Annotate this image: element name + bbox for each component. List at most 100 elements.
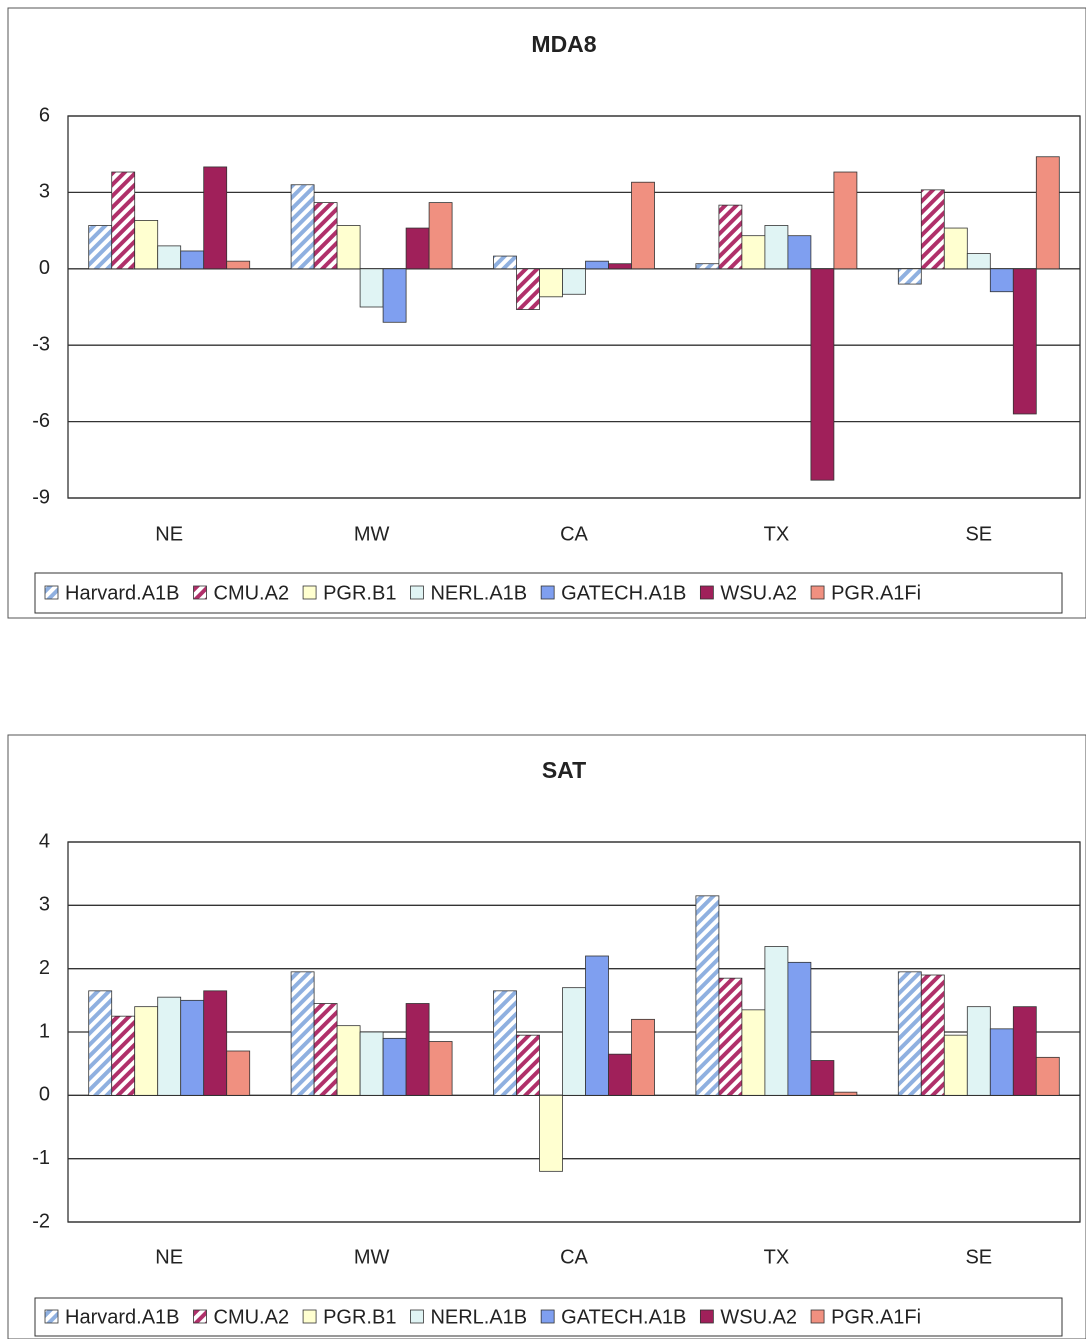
legend-swatch [540, 585, 555, 600]
bar [157, 245, 182, 270]
bar [787, 961, 812, 1096]
bar [405, 227, 430, 270]
legend-label: Harvard.A1B [65, 1306, 180, 1328]
x-tick-label: SE [965, 1246, 992, 1268]
legend-label: PGR.A1Fi [831, 582, 921, 604]
bar [405, 1003, 430, 1096]
bar [764, 225, 789, 270]
legend-label: Harvard.A1B [65, 582, 180, 604]
x-tick-label: NE [155, 523, 183, 545]
bar [88, 990, 113, 1096]
x-tick-label: NE [155, 1246, 183, 1268]
bar [718, 204, 743, 270]
legend-label: NERL.A1B [430, 1306, 527, 1328]
bar [1035, 156, 1060, 270]
legend-label: GATECH.A1B [561, 1306, 686, 1328]
legend-swatch [44, 1309, 59, 1324]
bar [741, 1009, 766, 1096]
bar [290, 971, 315, 1096]
plot-area [67, 841, 1081, 1223]
bar [764, 946, 789, 1096]
bar [516, 1034, 540, 1096]
bar [226, 260, 251, 270]
x-tick-label: MW [354, 1246, 390, 1268]
bar [585, 260, 609, 270]
bar [226, 1050, 251, 1096]
bar [989, 1028, 1014, 1096]
legend-label: CMU.A2 [214, 1306, 290, 1328]
legend-label: CMU.A2 [214, 582, 290, 604]
y-tick-label: 4 [39, 830, 50, 852]
bar [290, 184, 315, 270]
legend-label: WSU.A2 [720, 1306, 797, 1328]
bar [695, 895, 720, 1096]
legend-label: WSU.A2 [720, 582, 797, 604]
chart-title: SAT [542, 757, 586, 783]
legend-swatch [699, 585, 714, 600]
bar [313, 202, 338, 270]
bar [920, 974, 945, 1096]
bar [180, 999, 205, 1096]
bar [359, 1031, 384, 1096]
bar [1012, 1006, 1037, 1096]
y-tick-label: -3 [32, 333, 50, 355]
x-tick-label: CA [560, 1246, 588, 1268]
bar [897, 971, 922, 1096]
bar [203, 990, 228, 1096]
legend-swatch [810, 1309, 825, 1324]
bar [608, 1053, 632, 1096]
bar [134, 1006, 159, 1096]
bar [787, 235, 812, 270]
legend-swatch [193, 1309, 207, 1324]
bar [539, 1094, 563, 1172]
bar [134, 220, 159, 270]
bar [539, 268, 563, 298]
legend-swatch [810, 585, 825, 600]
bar [920, 189, 945, 270]
legend-label: PGR.B1 [323, 1306, 396, 1328]
bar [631, 181, 655, 270]
bar [382, 268, 407, 323]
legend-label: PGR.A1Fi [831, 1306, 921, 1328]
legend-swatch [699, 1309, 714, 1324]
bar [943, 227, 968, 270]
bar [111, 171, 136, 270]
bar [810, 1060, 835, 1096]
legend-swatch [302, 585, 317, 600]
plot-area [67, 115, 1081, 499]
bar [313, 1003, 338, 1096]
bar [516, 268, 540, 310]
x-tick-label: CA [560, 523, 588, 545]
bar [631, 1018, 655, 1096]
bar [336, 225, 361, 270]
bar [966, 253, 991, 270]
bar [943, 1034, 968, 1096]
y-tick-label: 0 [39, 1084, 50, 1106]
legend-swatch [410, 585, 424, 600]
bar [1035, 1056, 1060, 1096]
x-tick-label: TX [764, 523, 790, 545]
bar [718, 977, 743, 1096]
bar [608, 263, 632, 270]
bar [562, 268, 586, 295]
y-tick-label: 1 [39, 1020, 50, 1042]
bar [382, 1037, 407, 1096]
legend-swatch [302, 1309, 317, 1324]
bar [810, 268, 835, 481]
y-tick-label: -6 [32, 410, 50, 432]
bar [111, 1015, 136, 1096]
bar [695, 263, 720, 270]
legend-swatch [193, 585, 207, 600]
bar [180, 250, 205, 270]
legend-label: GATECH.A1B [561, 582, 686, 604]
bar [562, 987, 586, 1096]
legend-swatch [540, 1309, 555, 1324]
y-tick-label: -2 [32, 1210, 50, 1232]
bar [428, 1041, 453, 1096]
y-tick-label: 3 [39, 894, 50, 916]
y-tick-label: 6 [39, 104, 50, 126]
bar [833, 1091, 858, 1096]
x-tick-label: MW [354, 523, 390, 545]
legend-swatch [44, 585, 59, 600]
